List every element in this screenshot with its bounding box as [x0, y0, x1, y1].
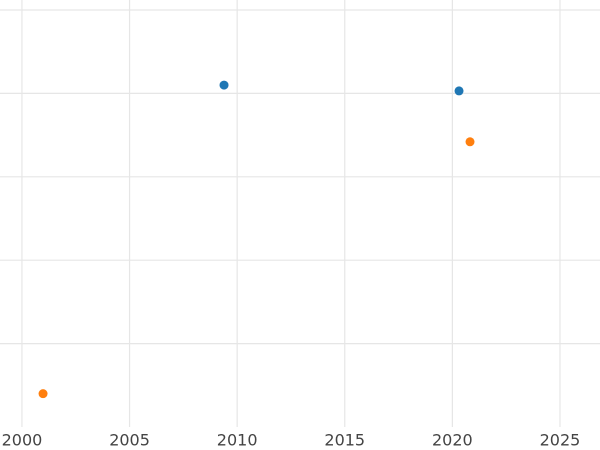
x-tick-label: 2000 [2, 431, 43, 450]
point [38, 389, 48, 399]
x-tick-label: 2015 [324, 431, 365, 450]
x-tick-label: 2025 [540, 431, 581, 450]
x-tick-label: 2005 [109, 431, 150, 450]
x-tick-label: 2020 [432, 431, 473, 450]
point [219, 80, 229, 90]
point [465, 137, 475, 147]
x-tick-label: 2010 [217, 431, 258, 450]
point [454, 86, 464, 96]
